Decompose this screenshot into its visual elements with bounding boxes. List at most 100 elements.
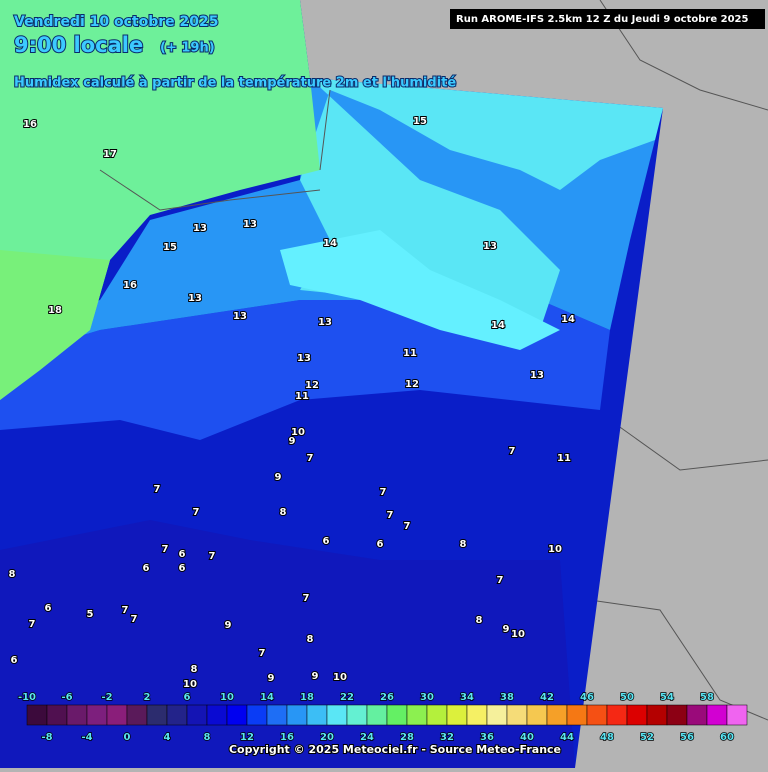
scale-swatch [706,704,728,726]
contour-label: 7 [209,551,216,562]
contour-label: 6 [143,563,150,574]
scale-swatch [506,704,528,726]
contour-label: 15 [163,242,177,253]
scale-swatch [246,704,268,726]
contour-label: 7 [154,484,161,495]
scale-label: 30 [420,692,434,703]
contour-label: 10 [291,427,305,438]
scale-label: 50 [620,692,634,703]
scale-label: 52 [640,732,654,743]
contour-label: 13 [318,317,332,328]
humidex-zone [0,300,610,440]
contour-label: 6 [11,655,18,666]
scale-swatch [46,704,68,726]
scale-swatch [666,704,688,726]
contour-label: 8 [476,615,483,626]
scale-label: -10 [18,692,36,703]
contour-label: 9 [275,472,282,483]
scale-label: 42 [540,692,554,703]
contour-label: 7 [509,446,516,457]
contour-label: 8 [280,507,287,518]
contour-label: 14 [323,238,337,249]
scale-label: 44 [560,732,574,743]
scale-label: 48 [600,732,614,743]
color-scale: -10 -6 -2 2 6 10 14 18 22 26 30 34 38 42 46 50 54 58-8 -4 0… [17,691,748,744]
scale-swatch [266,704,288,726]
scale-label: 40 [520,732,534,743]
contour-label: 14 [561,314,575,325]
scale-swatch [546,704,568,726]
scale-label: 26 [380,692,394,703]
contour-label: 7 [29,619,36,630]
contour-label: 7 [307,453,314,464]
scale-label: -8 [41,732,52,743]
scale-label: -2 [101,692,112,703]
contour-label: 17 [103,149,117,160]
scale-swatch [306,704,328,726]
scale-swatch [406,704,428,726]
scale-swatch [166,704,188,726]
scale-swatch [26,704,48,726]
contour-label: 6 [323,536,330,547]
contour-label: 11 [295,391,309,402]
contour-label: 16 [123,280,137,291]
contour-label: 18 [48,305,62,316]
contour-label: 13 [530,370,544,381]
scale-swatch [686,704,708,726]
scale-swatch [626,704,648,726]
scale-swatch [286,704,308,726]
time: 9:00 locale [14,33,143,57]
run-info: Run AROME-IFS 2.5km 12 Z du Jeudi 9 octo… [456,14,748,25]
scale-swatch [526,704,548,726]
scale-label: 8 [204,732,211,743]
contour-label: 9 [503,624,510,635]
subtitle: Humidex calculé à partir de la températu… [14,76,456,91]
contour-label: 6 [45,603,52,614]
scale-label: 32 [440,732,454,743]
scale-label: 22 [340,692,354,703]
scale-swatch [146,704,168,726]
date: Vendredi 10 octobre 2025 [14,14,219,30]
contour-label: 8 [9,569,16,580]
scale-label: 38 [500,692,514,703]
scale-swatch [446,704,468,726]
contour-label: 10 [183,679,197,690]
scale-label: 10 [220,692,234,703]
scale-label: 18 [300,692,314,703]
contour-label: 10 [511,629,525,640]
scale-swatch [726,704,748,726]
scale-label: 24 [360,732,374,743]
contour-label: 10 [548,544,562,555]
contour-label: 12 [405,379,419,390]
scale-swatch [86,704,108,726]
contour-label: 13 [193,223,207,234]
contour-label: 7 [162,544,169,555]
contour-label: 5 [87,609,94,620]
contour-label: 7 [404,521,411,532]
contour-label: 8 [460,539,467,550]
contour-label: 6 [179,563,186,574]
contour-label: 6 [179,549,186,560]
contour-label: 9 [268,673,275,684]
scale-swatch [586,704,608,726]
copyright: Copyright © 2025 Meteociel.fr - Source M… [229,743,561,756]
contour-label: 7 [193,507,200,518]
contour-label: 13 [297,353,311,364]
contour-label: 11 [557,453,571,464]
scale-swatch [426,704,448,726]
contour-label: 7 [303,593,310,604]
contour-label: 8 [191,664,198,675]
scale-label: 0 [124,732,131,743]
contour-label: 16 [23,119,37,130]
scale-label: 56 [680,732,694,743]
contour-label: 15 [413,116,427,127]
lead-time: (+ 19h) [160,41,215,56]
humidex-zone [0,250,110,400]
contour-label: 9 [312,671,319,682]
contour-label: 7 [387,510,394,521]
coastline [99,89,331,211]
scale-swatch [66,704,88,726]
scale-label: 54 [660,692,674,703]
